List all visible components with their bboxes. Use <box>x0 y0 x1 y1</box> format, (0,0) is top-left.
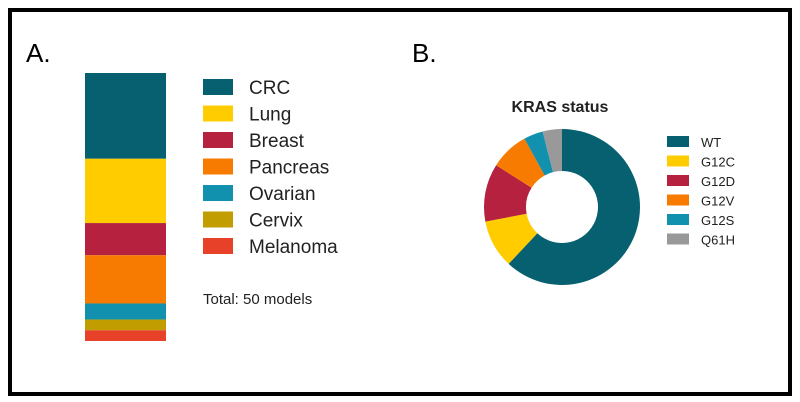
legend-label: Q61H <box>701 233 735 248</box>
donut-slice-g12v <box>496 138 545 188</box>
donut-slice-g12s <box>524 131 554 176</box>
bar-segment-lung <box>85 158 166 224</box>
total-annotation: Total: 50 models <box>203 291 312 308</box>
bar-segment-cervix <box>85 319 166 331</box>
bar-segment-breast <box>85 223 166 256</box>
legend-swatch <box>203 185 233 201</box>
donut-slice-q61h <box>542 129 562 173</box>
donut-slice-g12d <box>483 165 532 222</box>
legend-swatch <box>667 214 689 225</box>
legend-label: Lung <box>249 105 291 126</box>
panel-label-b: B. <box>412 38 437 68</box>
legend-label: Cervix <box>249 211 303 232</box>
legend-swatch <box>203 79 233 95</box>
legend-label: Breast <box>249 131 305 152</box>
legend-swatch <box>203 158 233 175</box>
legend-label: WT <box>701 135 721 150</box>
legend-swatch <box>203 238 233 254</box>
legend-swatch <box>203 211 233 228</box>
legend-swatch <box>667 194 689 206</box>
legend-swatch <box>203 105 233 122</box>
legend-swatch <box>667 136 689 147</box>
donut-title: KRAS status <box>512 99 609 116</box>
legend-swatch <box>667 233 689 245</box>
legend-label: CRC <box>249 78 290 99</box>
donut-slice-g12c <box>485 213 538 264</box>
legend-label: G12V <box>701 194 735 209</box>
legend-swatch <box>203 132 233 148</box>
donut-slice-wt <box>508 129 640 285</box>
bar-segment-crc <box>85 73 166 159</box>
bar-segment-ovarian <box>85 303 166 320</box>
legend-label: Pancreas <box>249 158 329 179</box>
legend-label: Ovarian <box>249 184 316 205</box>
legend-label: G12S <box>701 213 735 228</box>
legend-label: Melanoma <box>249 237 338 258</box>
bar-segment-pancreas <box>85 255 166 304</box>
legend-swatch <box>667 155 689 167</box>
legend-swatch <box>667 175 689 186</box>
legend-label: G12C <box>701 155 735 170</box>
legend-label: G12D <box>701 174 735 189</box>
panel-label-a: A. <box>26 38 51 68</box>
figure-frame <box>8 8 792 396</box>
bar-segment-melanoma <box>85 330 166 341</box>
